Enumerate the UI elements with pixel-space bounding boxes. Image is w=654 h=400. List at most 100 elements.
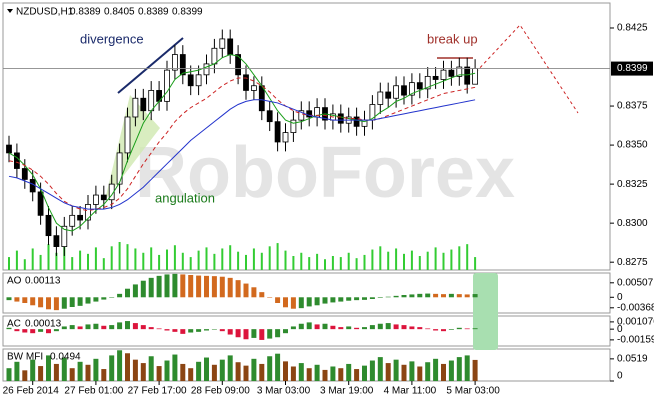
indicator-bar — [298, 297, 304, 309]
indicator-bar — [441, 294, 446, 298]
candle-body — [203, 63, 210, 76]
candle-body — [306, 110, 313, 118]
indicator-bar — [156, 366, 162, 381]
volume-bar — [260, 252, 263, 270]
candle-body — [179, 54, 186, 76]
indicator-bar — [393, 324, 399, 330]
indicator-bar — [219, 276, 225, 298]
volume-bar — [331, 256, 334, 270]
volume-bar — [205, 247, 208, 270]
indicator-bar — [338, 297, 344, 302]
indicator-bar — [77, 297, 83, 306]
y-tick-label: -0.00368 — [617, 302, 654, 313]
indicator-bar — [401, 295, 407, 298]
indicator-bar — [330, 325, 336, 330]
indicator-bar — [409, 326, 415, 330]
indicator-bar — [46, 355, 51, 381]
indicator-bar — [385, 296, 391, 298]
indicator-bar — [117, 322, 123, 330]
y-tick-label: 0 — [617, 292, 623, 303]
indicator-bar — [204, 275, 209, 298]
volume-bar — [158, 254, 161, 270]
candle-body — [258, 85, 265, 112]
indicator-bar — [409, 294, 415, 298]
volume-bar — [197, 250, 200, 270]
candle-body — [464, 66, 471, 85]
indicator-bar — [401, 325, 407, 330]
y-tick-label: 0 — [617, 324, 623, 335]
volume-bar — [252, 248, 255, 270]
indicator-bar — [290, 366, 296, 381]
candle-body — [132, 97, 139, 118]
indicator-bar — [275, 329, 281, 338]
indicator-bar — [204, 329, 209, 331]
header-low: 0.8389 — [138, 7, 169, 18]
indicator-bar — [322, 369, 328, 381]
current-price-box — [611, 61, 653, 76]
volume-bar — [229, 245, 232, 270]
indicator-bar — [369, 360, 375, 381]
indicator-bar — [85, 324, 91, 330]
indicator-bar — [93, 323, 99, 330]
indicator-bar — [377, 357, 383, 381]
moving-average — [8, 77, 476, 212]
indicator-bar — [441, 363, 446, 381]
indicator-bar — [369, 325, 375, 330]
candle-body — [250, 85, 257, 91]
indicator-bar — [283, 361, 288, 381]
indicator-bar — [69, 368, 75, 381]
moving-average — [8, 99, 476, 210]
x-tick-label: 28 Feb 09:00 — [191, 386, 250, 397]
volume-bar — [363, 254, 366, 270]
indicator-bar — [46, 329, 51, 334]
indicator-bar — [298, 323, 304, 330]
indicator-bar — [148, 327, 154, 330]
y-tick-label: 0.8275 — [617, 257, 648, 268]
candle-body — [93, 194, 99, 205]
indicator-bar — [346, 363, 352, 381]
volume-bar — [94, 247, 97, 270]
volume-bar — [410, 250, 413, 270]
indicator-bar — [464, 355, 470, 381]
candle-body — [85, 204, 91, 221]
candle-body — [282, 132, 289, 143]
volume-bar — [118, 242, 121, 270]
indicator-bar — [338, 368, 344, 381]
indicator-bar — [140, 325, 146, 330]
candle-body — [6, 144, 12, 154]
header-close: 0.8399 — [172, 7, 203, 18]
indicator-bar — [172, 273, 178, 298]
indicator-bar — [243, 365, 249, 381]
volume-bar — [181, 252, 184, 270]
indicator-bar — [204, 357, 209, 381]
indicator-bar — [38, 297, 44, 308]
indicator-bar — [30, 359, 36, 381]
volume-bar — [276, 243, 279, 270]
y-tick-label: 0.8375 — [617, 101, 648, 112]
indicator-bar — [148, 277, 154, 298]
indicator-name: BW MFI — [7, 352, 43, 363]
indicator-bar — [101, 369, 107, 381]
indicator-bar — [180, 274, 186, 298]
main-panel — [2, 2, 611, 271]
x-tick-label: 3 Mar 03:00 — [257, 386, 311, 397]
indicator-bar — [243, 329, 249, 340]
indicator-bar — [227, 277, 233, 298]
volume-bar — [8, 257, 10, 270]
indicator-bar — [93, 358, 99, 381]
ac-panel — [2, 315, 611, 347]
indicator-bar — [109, 355, 115, 381]
candle-body — [124, 116, 131, 154]
candle-body — [298, 110, 305, 121]
indicator-bar — [267, 356, 273, 381]
indicator-bar — [227, 329, 233, 335]
indicator-bar — [69, 297, 75, 307]
indicator-bar — [362, 365, 367, 381]
indicator-bar — [14, 361, 20, 381]
volume-bar — [347, 252, 350, 270]
candle-body — [227, 38, 234, 55]
indicator-bar — [275, 353, 281, 381]
indicator-bar — [290, 297, 296, 309]
indicator-bar — [393, 295, 399, 298]
